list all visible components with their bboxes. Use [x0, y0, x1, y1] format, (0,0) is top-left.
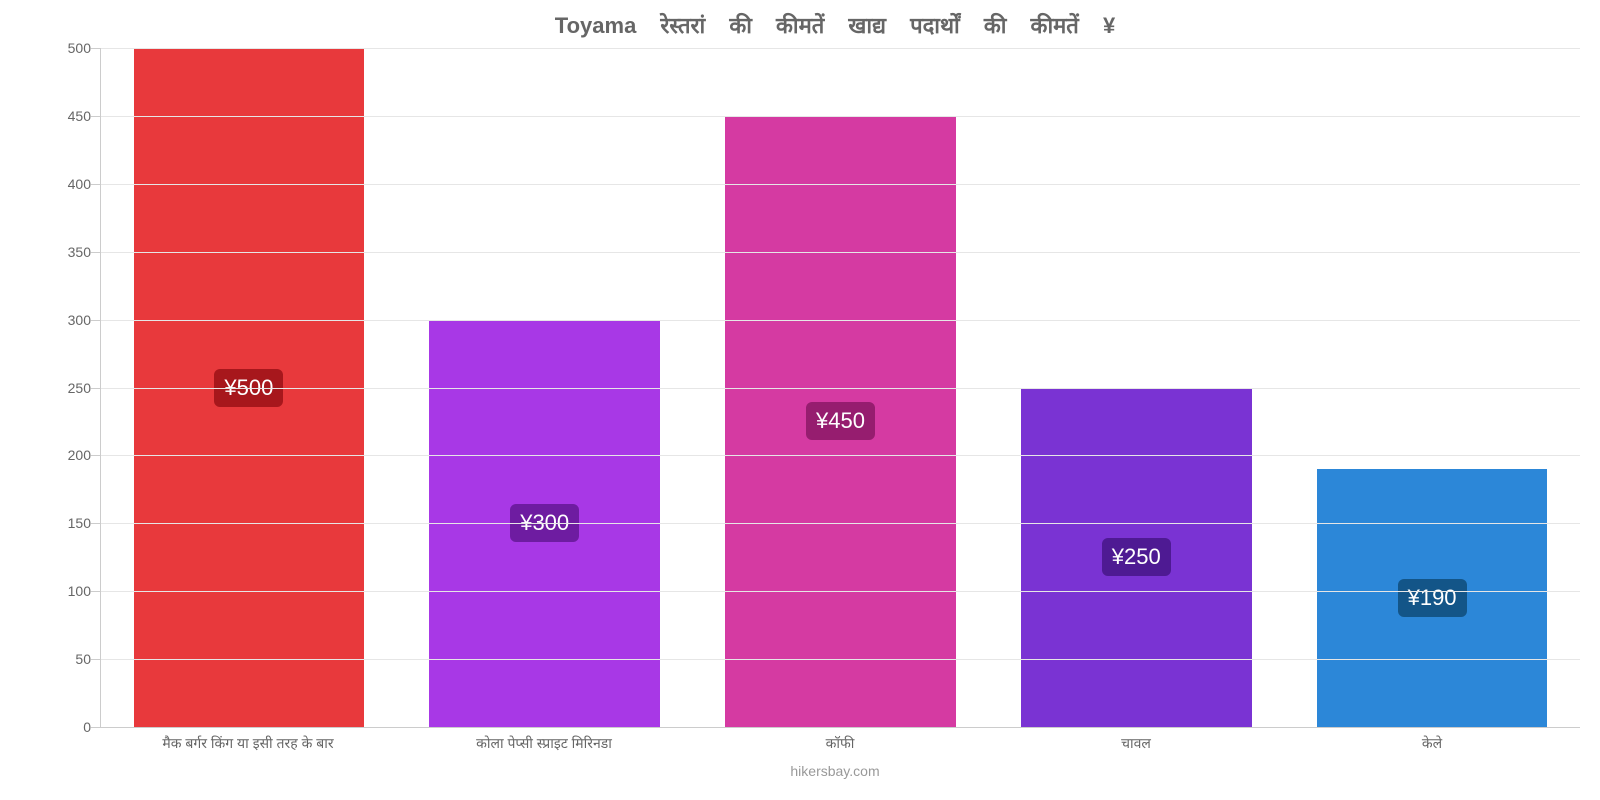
bar: ¥190 [1317, 469, 1548, 727]
x-axis-label: चावल [988, 734, 1284, 753]
plot-area: ¥500¥300¥450¥250¥190 0501001502002503003… [100, 48, 1580, 728]
bar-value-badge: ¥250 [1102, 538, 1171, 576]
grid-line [101, 388, 1580, 389]
grid-line [101, 116, 1580, 117]
x-axis-label: कॉफी [692, 734, 988, 753]
bar-value-badge: ¥450 [806, 402, 875, 440]
y-axis-label: 150 [41, 515, 91, 531]
y-tick [91, 727, 101, 728]
y-tick [91, 659, 101, 660]
y-tick [91, 320, 101, 321]
x-axis-label: कोला पेप्सी स्प्राइट मिरिनडा [396, 734, 692, 753]
chart-source: hikersbay.com [90, 763, 1580, 779]
y-axis-label: 300 [41, 312, 91, 328]
y-axis-label: 400 [41, 176, 91, 192]
grid-line [101, 455, 1580, 456]
y-axis-label: 350 [41, 244, 91, 260]
grid-line [101, 320, 1580, 321]
y-axis-label: 200 [41, 447, 91, 463]
y-tick [91, 184, 101, 185]
bar: ¥450 [725, 116, 956, 727]
y-tick [91, 591, 101, 592]
y-axis-label: 500 [41, 40, 91, 56]
grid-line [101, 591, 1580, 592]
bar: ¥250 [1021, 388, 1252, 728]
x-axis-labels: मैक बर्गर किंग या इसी तरह के बारकोला पेप… [100, 734, 1580, 753]
y-axis-label: 0 [41, 719, 91, 735]
y-tick [91, 48, 101, 49]
y-tick [91, 252, 101, 253]
grid-line [101, 659, 1580, 660]
price-bar-chart: Toyama रेस्तरां की कीमतें खाद्य पदार्थों… [0, 0, 1600, 800]
y-tick [91, 523, 101, 524]
grid-line [101, 523, 1580, 524]
grid-line [101, 48, 1580, 49]
x-axis-label: केले [1284, 734, 1580, 753]
y-axis-label: 250 [41, 380, 91, 396]
chart-title: Toyama रेस्तरां की कीमतें खाद्य पदार्थों… [90, 10, 1580, 40]
bar-value-badge: ¥190 [1398, 579, 1467, 617]
y-tick [91, 388, 101, 389]
grid-line [101, 184, 1580, 185]
grid-line [101, 252, 1580, 253]
x-axis-label: मैक बर्गर किंग या इसी तरह के बार [100, 734, 396, 753]
y-tick [91, 455, 101, 456]
y-axis-label: 50 [41, 651, 91, 667]
y-tick [91, 116, 101, 117]
y-axis-label: 450 [41, 108, 91, 124]
y-axis-label: 100 [41, 583, 91, 599]
